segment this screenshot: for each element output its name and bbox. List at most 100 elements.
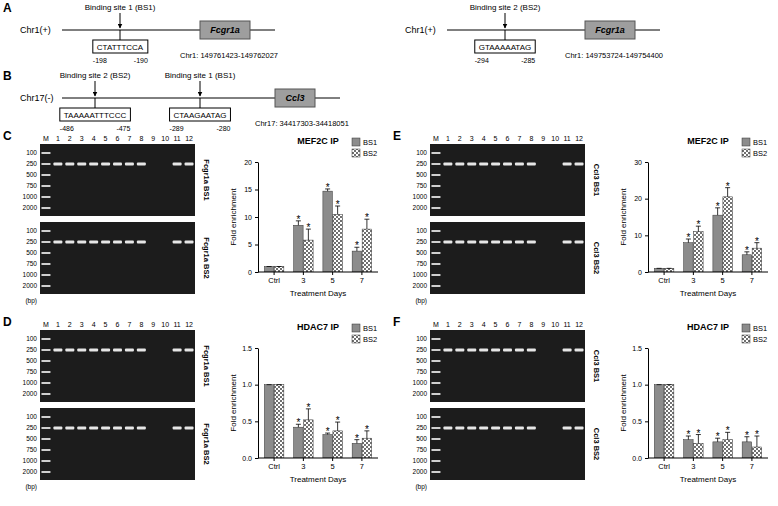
gel-band xyxy=(563,349,572,352)
marker-label: 2000 xyxy=(23,390,38,397)
ladder-band xyxy=(41,152,50,154)
gene-label: Ccl3 xyxy=(285,93,304,103)
gene-label: Fcgr1a xyxy=(210,25,240,35)
gel-band xyxy=(137,241,146,244)
site-arrow xyxy=(95,81,96,96)
coordinates: Chr1: 149753724-149754400 xyxy=(565,51,663,60)
lane-label: 10 xyxy=(161,135,169,142)
gel-band xyxy=(491,241,500,244)
ladder-band xyxy=(41,174,50,176)
y-tick-label: 30 xyxy=(634,159,642,166)
legend-label: BS2 xyxy=(753,335,767,344)
gel-band xyxy=(491,427,500,430)
x-axis-title: Treatment Days xyxy=(680,475,737,484)
bar xyxy=(362,438,371,458)
legend: BS1BS2 xyxy=(352,324,377,344)
lane-label: 9 xyxy=(151,321,155,328)
marker-label: 100 xyxy=(416,227,427,234)
gel: M12345678910111210025050075010002000Fcgr… xyxy=(23,135,211,305)
ladder-band xyxy=(41,371,50,373)
gel-image xyxy=(430,408,585,480)
x-tick: Ctrl xyxy=(268,458,280,471)
gel-band xyxy=(89,349,98,352)
gel-image xyxy=(430,330,585,402)
x-tick: 5 xyxy=(721,458,725,471)
marker-label: 1000 xyxy=(23,379,38,386)
bar xyxy=(333,431,342,458)
y-tick-label: 0 xyxy=(638,269,642,276)
bar xyxy=(752,447,761,458)
gel-band xyxy=(65,427,74,430)
blot-label: Ccl3 BS2 xyxy=(592,242,601,275)
lane-label: 5 xyxy=(104,135,108,142)
significance: * xyxy=(365,212,369,223)
marker-label: 1000 xyxy=(23,457,38,464)
gel-band xyxy=(65,241,74,244)
y-tick-label: 15 xyxy=(244,186,252,193)
x-tick-mark xyxy=(361,272,362,275)
panel-label: C xyxy=(3,129,12,143)
marker-label: 250 xyxy=(416,346,427,353)
y-axis-title: Fold enrichment xyxy=(229,374,238,432)
site-start: -198 xyxy=(93,57,107,64)
x-axis-title: Treatment Days xyxy=(680,289,737,298)
gel-band xyxy=(137,163,146,166)
y-tick: 1.5 xyxy=(632,345,648,352)
gel-band xyxy=(125,241,134,244)
marker-label: 1000 xyxy=(413,193,428,200)
ladder-band xyxy=(431,174,440,176)
lane-label: 6 xyxy=(116,135,120,142)
marker-label: 500 xyxy=(416,357,427,364)
lane-label: 7 xyxy=(517,321,521,328)
gel-band xyxy=(527,241,536,244)
x-tick-mark xyxy=(332,272,333,275)
y-tick-mark xyxy=(255,348,258,349)
blot-label: Fcgr1a BS2 xyxy=(202,423,211,464)
blot-label: Ccl3 BS1 xyxy=(592,164,601,197)
sequence-box: CTATTTCCA xyxy=(93,40,148,53)
significance: * xyxy=(755,236,759,247)
gel-band xyxy=(101,427,110,430)
lane-label: 1 xyxy=(56,321,60,328)
panel-label: F xyxy=(393,315,400,329)
ladder-band xyxy=(431,371,440,373)
significance: * xyxy=(306,402,310,413)
marker-label: 100 xyxy=(416,335,427,342)
y-axis: 0.00.51.01.5 xyxy=(632,345,648,462)
ladder-band xyxy=(431,185,440,187)
significance: * xyxy=(745,430,749,441)
significance: * xyxy=(726,425,730,436)
y-tick: 0.0 xyxy=(242,455,258,462)
marker-label: 250 xyxy=(26,160,37,167)
bar xyxy=(274,385,283,458)
y-tick: 10 xyxy=(244,214,258,221)
x-tick: 3 xyxy=(301,458,305,471)
y-tick: 0.5 xyxy=(632,418,648,425)
significance: * xyxy=(686,429,690,440)
x-axis: Ctrl357 xyxy=(258,458,378,471)
x-tick-mark xyxy=(303,458,304,461)
lane-label: 10 xyxy=(551,321,559,328)
gel-band xyxy=(515,163,524,166)
error-bar xyxy=(267,384,272,385)
lane-label: 11 xyxy=(563,321,570,328)
marker-label: 500 xyxy=(26,357,37,364)
marker-label: 750 xyxy=(26,260,37,267)
x-tick-mark xyxy=(751,272,752,275)
marker-label: 500 xyxy=(26,249,37,256)
gel-band xyxy=(101,349,110,352)
ladder-band xyxy=(41,163,50,165)
y-tick-label: 0.5 xyxy=(632,418,642,425)
gel-band xyxy=(137,349,146,352)
x-tick: 3 xyxy=(691,272,695,285)
lane-label: M xyxy=(433,135,439,142)
x-tick-label: Ctrl xyxy=(268,462,280,471)
ladder-band xyxy=(41,252,50,254)
bar xyxy=(752,248,761,272)
x-tick-mark xyxy=(332,458,333,461)
x-tick-label: Ctrl xyxy=(658,276,670,285)
gel-band xyxy=(89,163,98,166)
gel-band xyxy=(137,427,146,430)
gel-band xyxy=(515,427,524,430)
marker-label: 250 xyxy=(416,160,427,167)
